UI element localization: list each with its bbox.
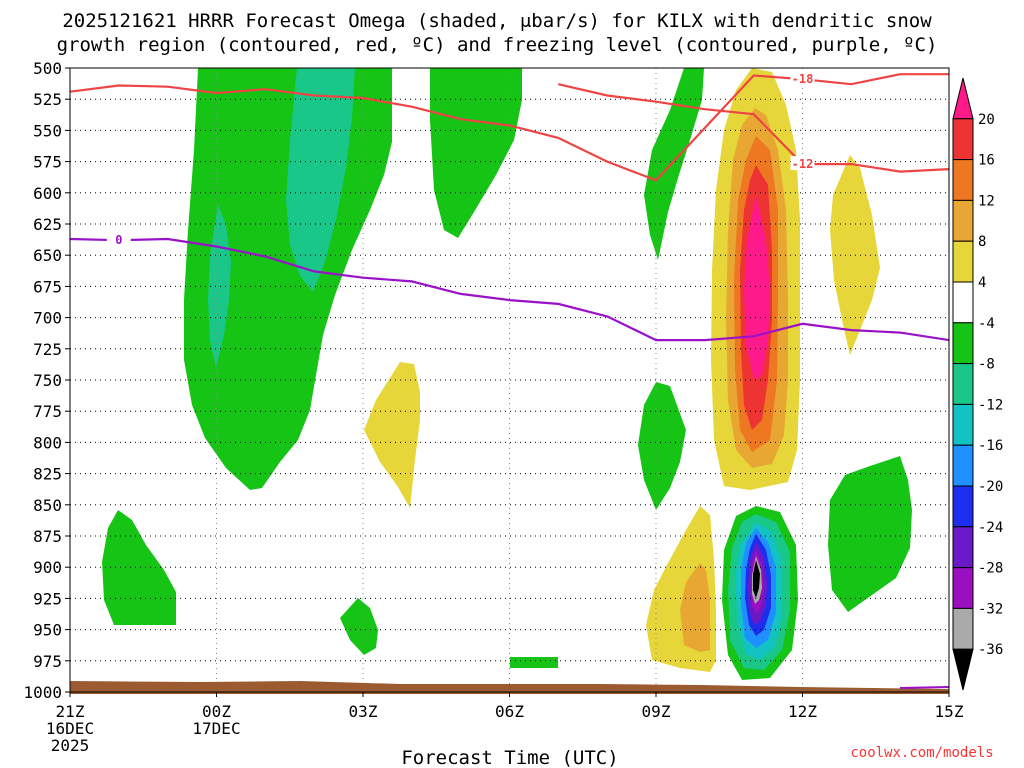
colorbar-swatch [952,444,974,487]
y-tick-label: 900 [33,558,62,577]
colorbar-swatch [952,240,974,283]
colorbar-label: -28 [978,561,1003,577]
x-tick-label: 06Z [495,702,524,721]
colorbar-cap-bottom [952,648,974,691]
colorbar-swatch [952,322,974,365]
colorbar-swatch [952,607,974,650]
colorbar-legend: 20 16 12 8 4 -4 -8 -12 -16 -20 -24 -28 -32 -36 [952,77,1003,691]
contour-label-0: 0 [115,233,122,247]
y-tick-label: 500 [33,59,62,78]
chart-title-line-1: 2025121621 HRRR Forecast Omega (shaded, … [62,10,932,32]
y-tick-label: 550 [33,121,62,140]
y-tick-label: 800 [33,433,62,452]
y-tick-label: 850 [33,496,62,515]
colorbar-swatch [952,363,974,405]
omega-region-green-lower-left [102,510,176,625]
colorbar-cap-top [952,77,974,120]
colorbar-label: 16 [978,153,995,169]
omega-region-green-strip-06z [510,657,558,668]
y-tick-label: 875 [33,527,62,546]
x-tick-label: 15Z [935,702,964,721]
colorbar-swatch [952,485,974,528]
y-tick-label: 650 [33,246,62,265]
omega-shaded-regions [102,68,912,680]
chart-title-line-2: growth region (contoured, red, ºC) and f… [57,34,938,56]
omega-region-green-03z [340,598,378,655]
y-tick-label: 575 [33,153,62,172]
colorbar-label: -24 [978,520,1003,536]
ground-surface [70,681,949,694]
omega-region-black-core [753,560,760,598]
omega-region-green-mid-upper [430,68,522,238]
x-tick-label: 00Z [202,702,231,721]
colorbar-swatch [952,159,974,201]
colorbar-swatch [952,526,974,569]
y-tick-label: 600 [33,184,62,203]
colorbar-label: -32 [978,601,1003,617]
colorbar-swatch [952,199,974,242]
omega-region-green-upper-narrow [644,68,704,260]
y-tick-label: 950 [33,621,62,640]
colorbar-swatch [952,118,974,161]
ground-purple-segment [899,686,950,689]
x-tick-label: 03Z [349,702,378,721]
colorbar-label: 4 [978,275,986,291]
x-tick-label: 21Z [56,702,85,721]
omega-region-gold-lower [680,563,710,652]
colorbar-label: -20 [978,479,1003,495]
y-tick-label: 725 [33,340,62,359]
x-tick-label: 16DEC [46,719,94,738]
contour-label-bg [790,156,815,171]
colorbar-label: 12 [978,193,995,209]
colorbar-label: -36 [978,642,1003,658]
colorbar-swatch [952,403,974,446]
y-tick-label: 625 [33,215,62,234]
colorbar-label: -4 [978,316,995,332]
y-tick-label: 675 [33,277,62,296]
contour-labels: -18 -12 0 [106,71,815,247]
contour-label--18: -18 [792,72,814,86]
x-tick-label: 17DEC [192,719,240,738]
colorbar-swatch [952,281,974,324]
site-credit: coolwx.com/models [850,745,993,761]
y-tick-label: 750 [33,371,62,390]
y-tick-label: 700 [33,309,62,328]
colorbar-label: -12 [978,397,1003,413]
gridlines [70,68,949,692]
omega-region-green-09z-mid [638,382,686,510]
y-tick-label: 1000 [23,683,62,702]
contour-label-bg [106,232,131,247]
y-tick-label: 775 [33,402,62,421]
colorbar-label: 8 [978,234,986,250]
contour-line-0 [70,237,949,342]
y-tick-label: 975 [33,652,62,671]
colorbar-label: -16 [978,438,1003,454]
x-tick-label: 09Z [642,702,671,721]
contour-label-bg [790,71,815,86]
y-tick-label: 525 [33,90,62,109]
contour-line--12 [558,83,949,173]
y-tick-label: 925 [33,589,62,608]
x-tick-label: 12Z [788,702,817,721]
colorbar-swatch [952,567,974,609]
y-tick-label: 825 [33,465,62,484]
omega-region-green-right-lower [828,456,912,612]
colorbar-label: 20 [978,112,995,128]
x-axis-label: Forecast Time (UTC) [401,747,618,768]
colorbar-label: -8 [978,357,995,373]
contour-label--12: -12 [792,157,814,171]
y-axis: 500 525 550 575 600 625 650 675 700 725 750 775 800 8… [23,59,70,702]
x-tick-label: 2025 [51,736,90,755]
omega-region-yellow-03z [364,362,420,508]
omega-region-teal-left-plume [286,68,355,292]
